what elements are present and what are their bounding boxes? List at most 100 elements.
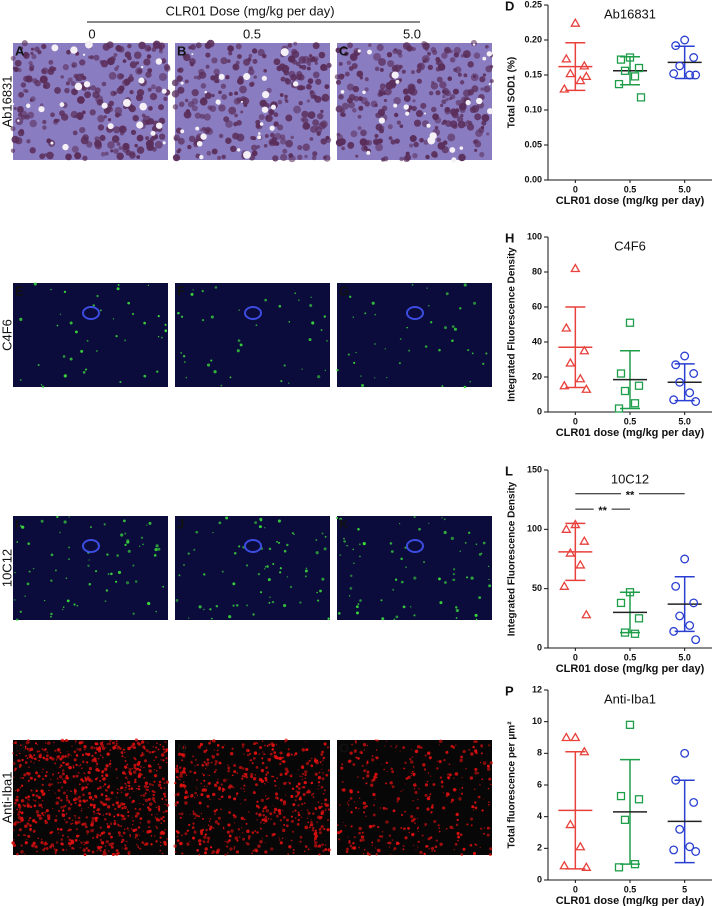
texture-dot — [243, 785, 245, 787]
data-point — [681, 555, 689, 563]
texture-dot — [460, 756, 463, 759]
texture-dot — [166, 780, 169, 783]
texture-dot — [424, 112, 426, 114]
y-tick-label: 40 — [532, 336, 542, 346]
texture-dot — [226, 845, 228, 847]
texture-dot — [196, 779, 198, 781]
texture-dot — [253, 777, 256, 780]
texture-dot — [432, 50, 437, 55]
texture-dot — [387, 52, 392, 57]
y-tick-label: 0.00 — [524, 174, 542, 184]
texture-dot — [443, 759, 445, 761]
texture-dot — [41, 807, 43, 809]
texture-dot — [152, 794, 154, 796]
texture-dot — [286, 825, 289, 828]
texture-dot — [147, 47, 151, 51]
texture-dot — [323, 774, 324, 775]
texture-dot — [440, 104, 443, 107]
texture-dot — [428, 305, 430, 307]
texture-dot — [397, 121, 401, 125]
texture-dot — [473, 740, 476, 743]
texture-dot — [90, 803, 93, 806]
texture-dot — [108, 107, 113, 112]
texture-dot — [202, 290, 204, 292]
texture-dot — [66, 849, 67, 850]
texture-dot — [67, 830, 69, 832]
texture-dot — [366, 151, 370, 155]
texture-dot — [99, 813, 101, 815]
texture-dot — [351, 130, 358, 137]
texture-dot — [225, 138, 231, 144]
texture-dot — [205, 847, 208, 850]
texture-dot — [124, 757, 125, 758]
texture-dot — [71, 111, 78, 118]
texture-dot — [267, 745, 269, 747]
texture-dot — [275, 792, 278, 795]
texture-dot — [162, 853, 163, 854]
texture-dot — [283, 800, 286, 803]
texture-dot — [45, 821, 48, 824]
texture-dot — [78, 804, 81, 807]
texture-dot — [373, 804, 375, 806]
data-point — [636, 615, 643, 622]
texture-dot — [63, 606, 65, 608]
texture-dot — [207, 364, 210, 367]
texture-dot — [76, 764, 78, 766]
texture-dot — [464, 386, 466, 388]
texture-dot — [475, 614, 478, 617]
texture-dot — [206, 795, 209, 798]
texture-dot — [472, 746, 474, 748]
data-point — [566, 70, 574, 77]
texture-dot — [413, 766, 415, 768]
texture-dot — [57, 782, 59, 784]
data-point — [576, 375, 584, 382]
texture-dot — [132, 565, 134, 567]
texture-dot — [80, 847, 81, 848]
texture-dot — [101, 793, 104, 796]
texture-dot — [42, 814, 44, 816]
texture-dot — [447, 134, 455, 142]
texture-dot — [223, 116, 229, 122]
texture-dot — [430, 321, 432, 323]
texture-dot — [270, 126, 275, 131]
texture-dot — [487, 765, 490, 768]
texture-dot — [294, 755, 296, 757]
texture-dot — [138, 788, 141, 791]
texture-dot — [164, 741, 166, 743]
texture-dot — [75, 839, 78, 842]
texture-dot — [318, 122, 326, 130]
texture-dot — [155, 746, 157, 748]
texture-dot — [128, 853, 130, 855]
texture-dot — [424, 794, 427, 797]
micrograph: J — [175, 516, 330, 620]
texture-dot — [298, 804, 300, 806]
texture-dot — [472, 352, 474, 354]
texture-dot — [425, 845, 428, 848]
texture-dot — [203, 835, 207, 839]
texture-dot — [478, 796, 481, 799]
texture-dot — [215, 820, 218, 823]
texture-dot — [281, 77, 286, 82]
texture-dot — [89, 796, 93, 800]
texture-dot — [163, 748, 165, 750]
texture-dot — [450, 109, 457, 116]
texture-dot — [445, 98, 448, 101]
texture-dot — [84, 81, 90, 87]
texture-dot — [18, 810, 21, 813]
texture-dot — [407, 827, 410, 830]
texture-dot — [253, 742, 256, 745]
texture-dot — [403, 606, 406, 609]
texture-dot — [233, 770, 236, 773]
texture-dot — [87, 783, 88, 784]
texture-dot — [77, 748, 78, 749]
texture-dot — [386, 741, 387, 742]
texture-dot — [305, 749, 307, 751]
texture-dot — [103, 803, 106, 806]
texture-dot — [115, 335, 117, 337]
texture-dot — [91, 755, 93, 757]
texture-dot — [278, 812, 281, 815]
texture-dot — [163, 782, 165, 784]
texture-dot — [90, 829, 93, 832]
texture-dot — [471, 73, 479, 81]
texture-dot — [412, 800, 414, 802]
